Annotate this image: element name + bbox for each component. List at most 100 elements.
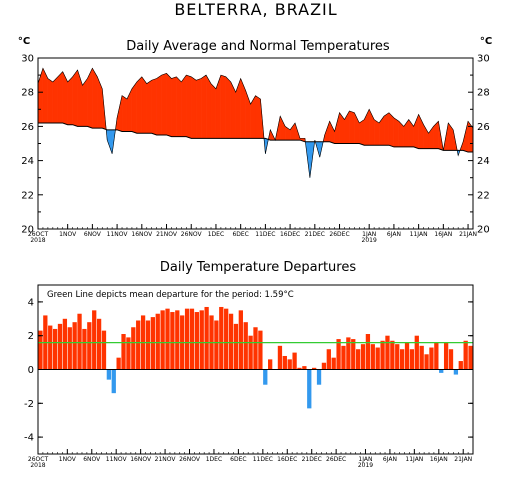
average-fill-35-0 (210, 83, 217, 139)
temp-xtick-label-12: 26DEC (329, 231, 349, 238)
dep-ytick-label-2: 2 (28, 331, 34, 342)
departure-bar-55 (307, 369, 312, 409)
departure-bar-4 (57, 323, 63, 370)
departure-bar-23 (150, 317, 156, 370)
dep-xtick-label-16: 16JAN (430, 456, 448, 463)
temp-xtick-label-17: 21JAN (459, 231, 477, 238)
departure-bar-2 (48, 325, 53, 370)
departure-bar-27 (170, 312, 175, 370)
average-fill-71-0 (388, 112, 395, 148)
dep-xtick-year-13: 2019 (358, 462, 373, 469)
y-axis-unit-right: °C (480, 36, 492, 47)
dep-ytick-label-0: 0 (28, 365, 34, 376)
departure-chart: Daily Temperature Departures -4 -2 0 2 4 26OC… (24, 260, 474, 469)
departure-bar-61 (336, 339, 341, 370)
departure-bar-33 (199, 310, 204, 370)
departure-bar-38 (224, 308, 229, 370)
departure-bar-18 (126, 337, 131, 370)
departure-bar-19 (131, 327, 136, 370)
dep-xtick-label-13: 1JAN (358, 456, 372, 463)
average-fill-5-0 (62, 71, 68, 125)
departure-bar-88 (468, 345, 473, 370)
average-fill-61-0 (339, 112, 345, 144)
temperature-fill-layer (37, 67, 474, 178)
departure-bar-87 (463, 340, 468, 370)
dep-ytick-label--2: -2 (24, 399, 34, 410)
average-fill-36-0 (215, 75, 222, 139)
departure-bar-39 (228, 313, 234, 370)
dep-xtick-label-3: 11NOV (106, 456, 128, 463)
average-fill-24-0 (156, 74, 162, 136)
dep-xtick-label-1: 1NOV (59, 456, 77, 463)
departure-bar-66 (360, 344, 366, 370)
temp-ytick-label-left-30: 30 (21, 54, 34, 65)
departure-bar-26 (165, 308, 170, 370)
average-fill-70-0 (383, 112, 390, 146)
departure-bar-84 (448, 349, 454, 370)
dep-xtick-label-2: 6NOV (83, 456, 101, 463)
departure-bar-16 (116, 357, 121, 370)
departure-bar-6 (67, 327, 72, 370)
departure-bar-83 (443, 342, 449, 370)
average-fill-65-0 (359, 119, 365, 146)
departure-bar-64 (351, 339, 356, 370)
temp-xtick-label-10: 16DEC (280, 231, 300, 238)
average-fill-86-0 (462, 121, 469, 153)
average-fill-63-0 (349, 110, 355, 144)
departure-bar-49 (277, 345, 283, 370)
temp-xtick-label-13: 1JAN (362, 231, 376, 238)
average-fill-20-0 (136, 76, 143, 134)
temperature-line-layer (37, 67, 474, 178)
departure-bar-43 (248, 335, 253, 370)
average-fill-76-0 (413, 114, 419, 149)
departure-bar-58 (321, 362, 327, 370)
departure-bar-17 (121, 334, 126, 370)
departure-bar-layer (38, 306, 473, 409)
departure-bar-15 (111, 369, 116, 394)
temp-ytick-label-right-26: 26 (477, 122, 490, 133)
temp-xtick-label-14: 6JAN (387, 231, 401, 238)
average-fill-27-0 (171, 76, 177, 137)
average-fill-49-0 (280, 116, 286, 141)
average-fill-68-0 (373, 119, 380, 146)
dep-xtick-label-15: 11JAN (405, 456, 423, 463)
dep-xtick-year-0: 2018 (30, 462, 45, 469)
average-fill-51-0 (289, 122, 296, 141)
average-fill-18-0 (126, 88, 133, 132)
departure-bar-25 (160, 310, 165, 370)
departure-bar-79 (424, 354, 429, 370)
temp-xtick-label-3: 11NOV (107, 231, 129, 238)
average-fill-41-0 (240, 78, 246, 139)
departure-bar-72 (390, 340, 395, 370)
departure-bar-11 (92, 310, 97, 370)
dep-ytick-label-4: 4 (28, 297, 34, 308)
temp-ytick-label-right-22: 22 (477, 190, 490, 201)
average-fill-6-0 (67, 76, 73, 125)
departure-bar-34 (204, 306, 209, 370)
departure-bar-24 (155, 313, 160, 370)
average-fill-72-0 (393, 117, 400, 148)
average-fill-28-0 (176, 76, 182, 137)
temp-xtick-label-2: 6NOV (84, 231, 102, 238)
departure-bar-7 (72, 322, 77, 370)
dep-xtick-label-0: 26OCT (28, 456, 49, 463)
departure-bar-0 (38, 330, 43, 370)
average-fill-69-0 (378, 115, 385, 146)
temperature-chart: Daily Average and Normal Temperatures °C… (18, 36, 492, 244)
average-fill-73-0 (398, 120, 404, 148)
departure-bar-86 (458, 361, 463, 370)
temp-ytick-label-right-24: 24 (477, 156, 490, 167)
departure-bar-40 (233, 323, 239, 370)
departure-bar-42 (243, 322, 248, 370)
average-fill-33-0 (200, 74, 207, 139)
average-fill-30-0 (186, 74, 192, 139)
departure-bar-52 (292, 352, 297, 370)
departure-bar-57 (316, 369, 322, 385)
departure-bar-22 (145, 320, 151, 370)
temp-ytick-label-right-20: 20 (477, 225, 490, 236)
temp-ytick-label-left-28: 28 (21, 88, 34, 99)
average-fill-83-0 (448, 122, 454, 151)
departure-bar-71 (385, 335, 390, 370)
average-fill-29-0 (181, 74, 187, 137)
